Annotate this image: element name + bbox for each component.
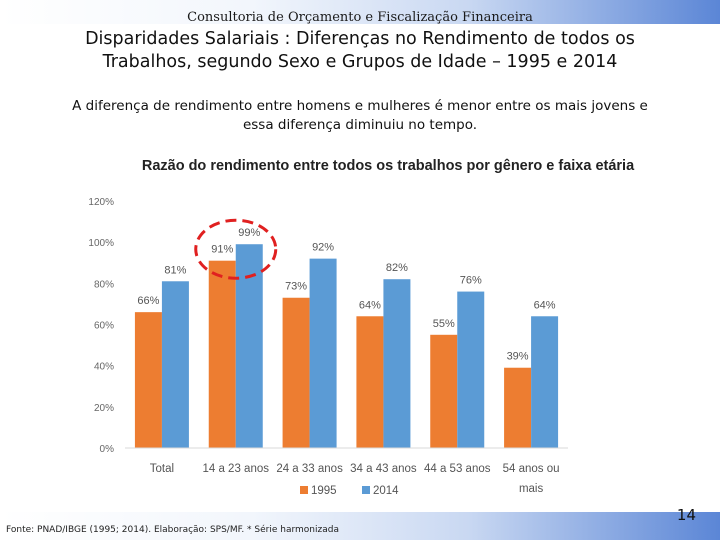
x-tick-label-line: Total [150, 463, 174, 475]
bar-value-label: 81% [164, 264, 186, 276]
bar-1995 [134, 312, 162, 448]
bar-value-label: 55% [433, 318, 455, 330]
bar-1995 [430, 334, 458, 448]
y-tick-label: 0% [100, 444, 115, 455]
x-tick-label-line: 54 anos ou [503, 463, 560, 475]
slide-title: Disparidades Salariais : Diferenças no R… [20, 28, 700, 74]
legend-swatch-2014 [362, 486, 370, 494]
legend-label-1995: 1995 [311, 485, 337, 497]
x-tick-label: Total [150, 463, 174, 475]
y-axis: 0% 20% 40% 60% 80% 100% 120% [88, 197, 114, 455]
bar-value-label: 99% [238, 227, 260, 239]
y-tick-label: 40% [94, 362, 114, 373]
bar-1995 [356, 316, 384, 448]
bar-value-label: 76% [460, 275, 482, 287]
bar-value-label: 64% [534, 299, 556, 311]
legend-swatch-1995 [300, 486, 308, 494]
bar-label-group: 66% 81% 91% 99% 73% 92% 64% 82% 55% 76% 39% 64% [137, 227, 555, 363]
highlight-circle-group [194, 218, 278, 280]
y-tick-label: 80% [94, 279, 114, 290]
bottom-gradient-bar [0, 512, 720, 540]
bar-value-label: 92% [312, 242, 334, 254]
legend-label-2014: 2014 [373, 485, 399, 497]
bar-value-label: 73% [285, 281, 307, 293]
bar-value-label: 82% [386, 262, 408, 274]
x-tick-label-line: 24 a 33 anos [276, 463, 343, 475]
x-tick-label: 54 anos ou mais [503, 463, 560, 495]
x-tick-label: 44 a 53 anos [424, 463, 491, 475]
y-tick-label: 20% [94, 403, 114, 414]
bar-2014 [383, 279, 411, 448]
bar-2014 [235, 244, 263, 448]
bar-2014 [161, 281, 189, 448]
bar-value-label: 64% [359, 299, 381, 311]
highlight-dashed-circle [194, 218, 278, 280]
page-number: 14 [676, 506, 696, 524]
bar-value-label: 91% [211, 244, 233, 256]
bar-group [134, 244, 559, 448]
x-tick-label-line: mais [519, 483, 544, 495]
source-footnote: Fonte: PNAD/IBGE (1995; 2014). Elaboraçã… [6, 525, 339, 535]
chart-title: Razão do rendimento entre todos os traba… [142, 158, 635, 174]
slide-title-line-1: Disparidades Salariais : Diferenças no R… [85, 29, 635, 49]
slide-subtitle-line-2: essa diferença diminuiu no tempo. [242, 117, 478, 133]
x-tick-label-line: 44 a 53 anos [424, 463, 491, 475]
bar-value-label: 39% [507, 351, 529, 363]
header-text: Consultoria de Orçamento e Fiscalização … [187, 10, 533, 25]
top-gradient-bar [0, 0, 720, 24]
slide-subtitle-line-1: A diferença de rendimento entre homens e… [72, 98, 648, 114]
slide-title-line-2: Trabalhos, segundo Sexo e Grupos de Idad… [102, 52, 618, 72]
bar-1995 [504, 367, 532, 448]
x-tick-label-line: 14 a 23 anos [202, 463, 269, 475]
y-tick-label: 120% [88, 197, 114, 208]
y-tick-label: 100% [88, 238, 114, 249]
bar-1995 [208, 260, 236, 448]
x-tick-label: 14 a 23 anos [202, 463, 269, 475]
legend: 1995 2014 [300, 485, 399, 497]
x-tick-label: 34 a 43 anos [350, 463, 417, 475]
x-tick-label-line: 34 a 43 anos [350, 463, 417, 475]
bar-1995 [282, 297, 310, 448]
y-tick-label: 60% [94, 321, 114, 332]
bar-2014 [531, 316, 559, 448]
x-tick-label: 24 a 33 anos [276, 463, 343, 475]
x-axis: Total 14 a 23 anos 24 a 33 anos 34 a 43 ano… [125, 447, 568, 495]
bar-2014 [309, 258, 337, 448]
slide-subtitle: A diferença de rendimento entre homens e… [40, 97, 680, 135]
bar-value-label: 66% [137, 295, 159, 307]
bar-2014 [457, 291, 485, 448]
